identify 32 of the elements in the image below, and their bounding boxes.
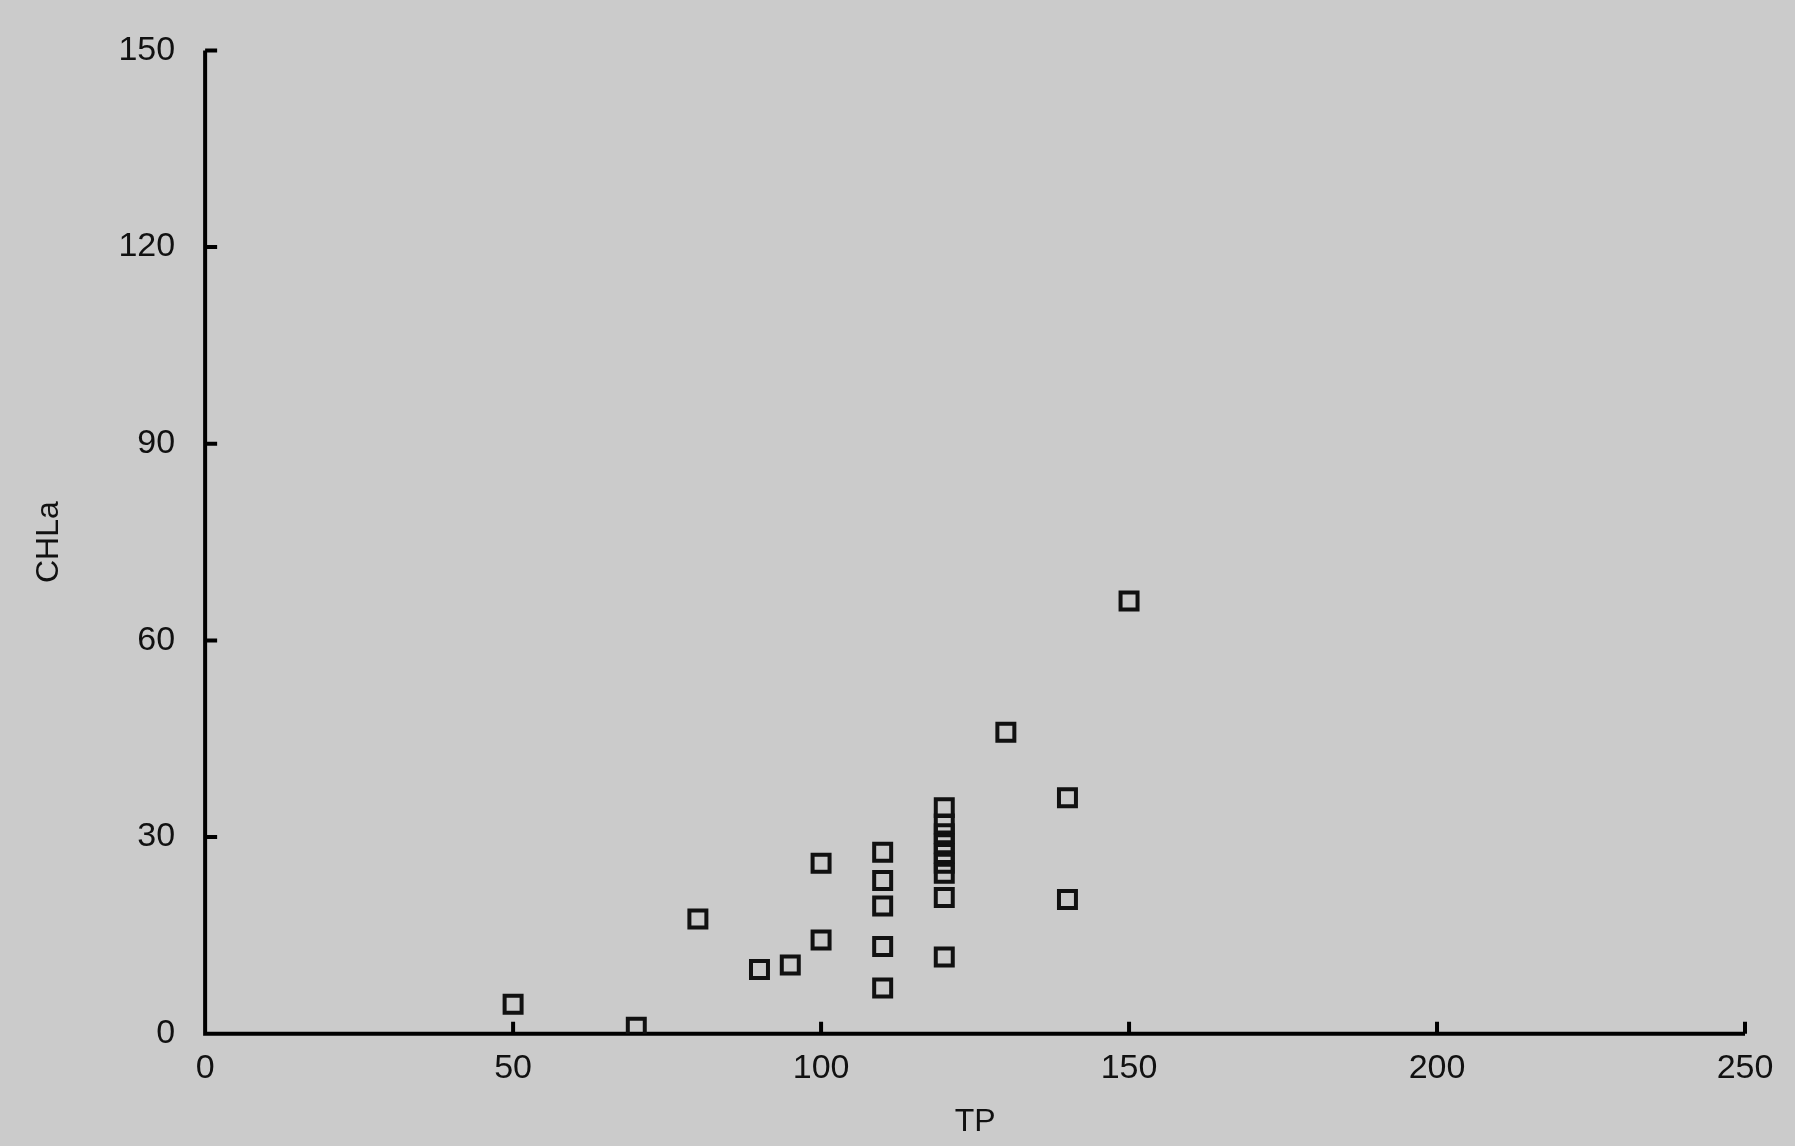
point xyxy=(872,936,894,958)
y-tick-label: 60 xyxy=(137,618,176,657)
point xyxy=(933,886,955,908)
y-tick-label: 30 xyxy=(137,815,176,854)
point xyxy=(872,977,894,999)
x-tick-label: 0 xyxy=(195,1046,215,1085)
point xyxy=(1056,888,1078,910)
point xyxy=(933,862,955,884)
x-axis-title: TP xyxy=(954,1101,996,1138)
y-tick-label: 120 xyxy=(118,225,176,264)
point xyxy=(502,993,524,1015)
point xyxy=(872,869,894,891)
point xyxy=(933,946,955,968)
point xyxy=(872,841,894,863)
x-tick-label: 250 xyxy=(1716,1046,1774,1085)
point xyxy=(749,959,770,981)
y-tick-label: 90 xyxy=(137,422,176,461)
point xyxy=(995,721,1017,743)
point xyxy=(687,908,709,930)
point xyxy=(810,929,832,951)
y-tick-label: 150 xyxy=(118,28,176,67)
point xyxy=(872,895,894,917)
x-tick-label: 100 xyxy=(792,1046,850,1085)
y-axis-title: CHLa xyxy=(29,500,66,584)
x-tick-label: 50 xyxy=(494,1046,533,1085)
point xyxy=(810,852,832,874)
y-tick-label: 0 xyxy=(156,1012,176,1051)
point xyxy=(779,954,801,976)
point xyxy=(1056,787,1078,809)
x-tick-label: 150 xyxy=(1100,1046,1158,1085)
x-tick-label: 200 xyxy=(1408,1046,1466,1085)
point xyxy=(1118,590,1140,612)
